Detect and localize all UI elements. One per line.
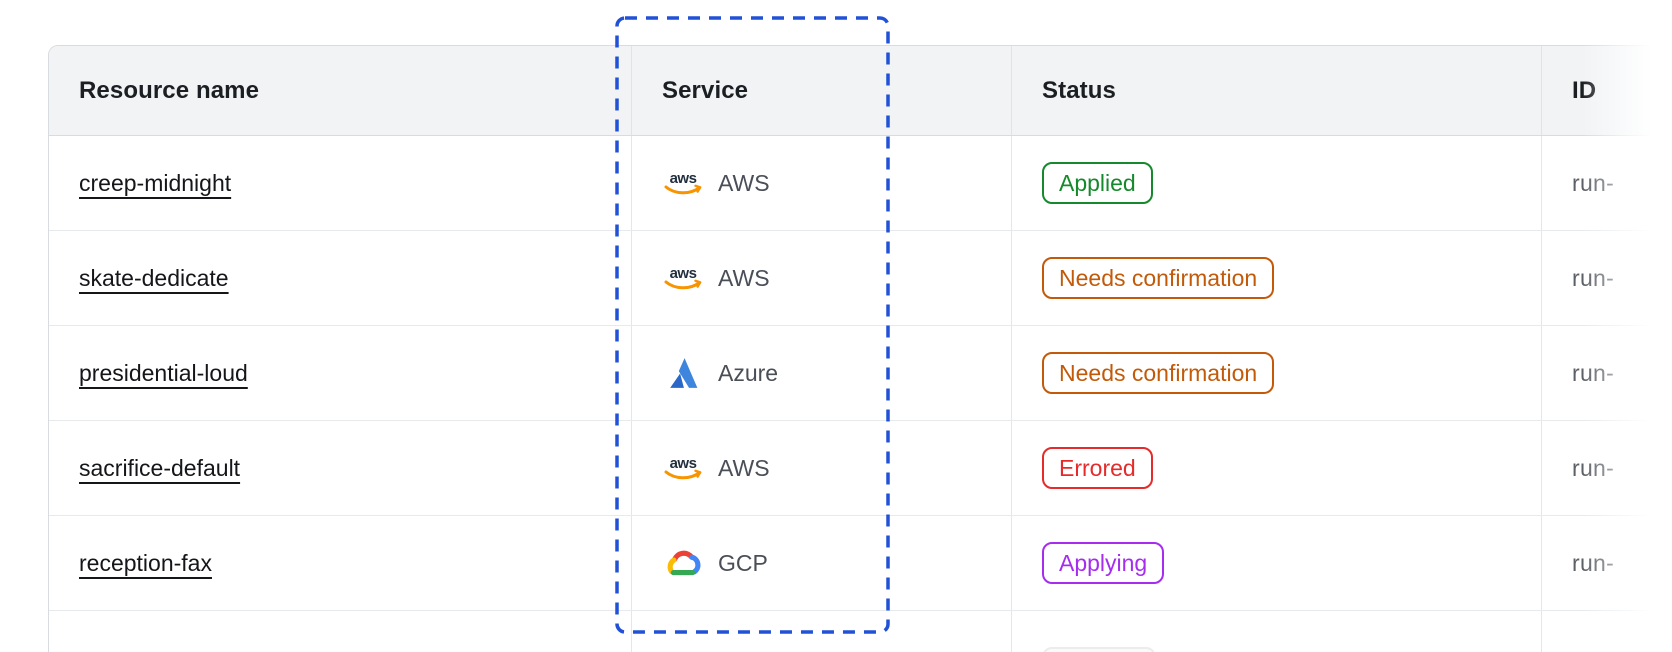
status-badge: Applied (1042, 162, 1153, 204)
status-badge: Applying (1042, 542, 1165, 584)
azure-icon (662, 357, 704, 389)
table-row: reception-fax GCP Applying run- (49, 516, 1672, 611)
table-body: creep-midnight aws AWS Applied run- skat… (49, 136, 1672, 611)
column-header-service: Service (631, 46, 1011, 135)
column-header-id: ID (1541, 46, 1672, 135)
resource-link[interactable]: sacrifice-default (79, 454, 241, 481)
column-header-status: Status (1011, 46, 1541, 135)
run-id-text: run- (1572, 169, 1615, 196)
table-row-partial (49, 611, 1672, 652)
service-label: AWS (718, 264, 770, 291)
gcp-icon (662, 547, 704, 579)
status-badge: Needs confirmation (1042, 352, 1275, 394)
service-label: AWS (718, 169, 770, 196)
run-id-text: run- (1572, 359, 1615, 386)
table-row: presidential-loud Azure Needs confirmati… (49, 326, 1672, 421)
resources-table: Resource name Service Status ID creep-mi… (48, 45, 1672, 652)
service-label: AWS (718, 454, 770, 481)
status-badge-partial (1042, 647, 1156, 652)
resource-link[interactable]: creep-midnight (79, 169, 232, 196)
resource-link[interactable]: skate-dedicate (79, 264, 229, 291)
aws-icon: aws (662, 453, 704, 483)
service-label: GCP (718, 549, 768, 576)
aws-icon: aws (662, 263, 704, 293)
resource-link[interactable]: presidential-loud (79, 359, 248, 386)
status-badge: Errored (1042, 447, 1153, 489)
aws-icon: aws (662, 168, 704, 198)
svg-text:aws: aws (670, 265, 697, 282)
table-row: creep-midnight aws AWS Applied run- (49, 136, 1672, 231)
run-id-text: run- (1572, 264, 1615, 291)
table-header-row: Resource name Service Status ID (49, 46, 1672, 136)
service-label: Azure (718, 359, 779, 386)
run-id-text: run- (1572, 454, 1615, 481)
svg-text:aws: aws (670, 170, 697, 187)
resource-link[interactable]: reception-fax (79, 549, 212, 576)
svg-text:aws: aws (670, 455, 697, 472)
run-id-text: run- (1572, 549, 1615, 576)
table-row: sacrifice-default aws AWS Errored run- (49, 421, 1672, 516)
status-badge: Needs confirmation (1042, 257, 1275, 299)
table-row: skate-dedicate aws AWS Needs confirmatio… (49, 231, 1672, 326)
column-header-resource-name: Resource name (79, 76, 260, 104)
